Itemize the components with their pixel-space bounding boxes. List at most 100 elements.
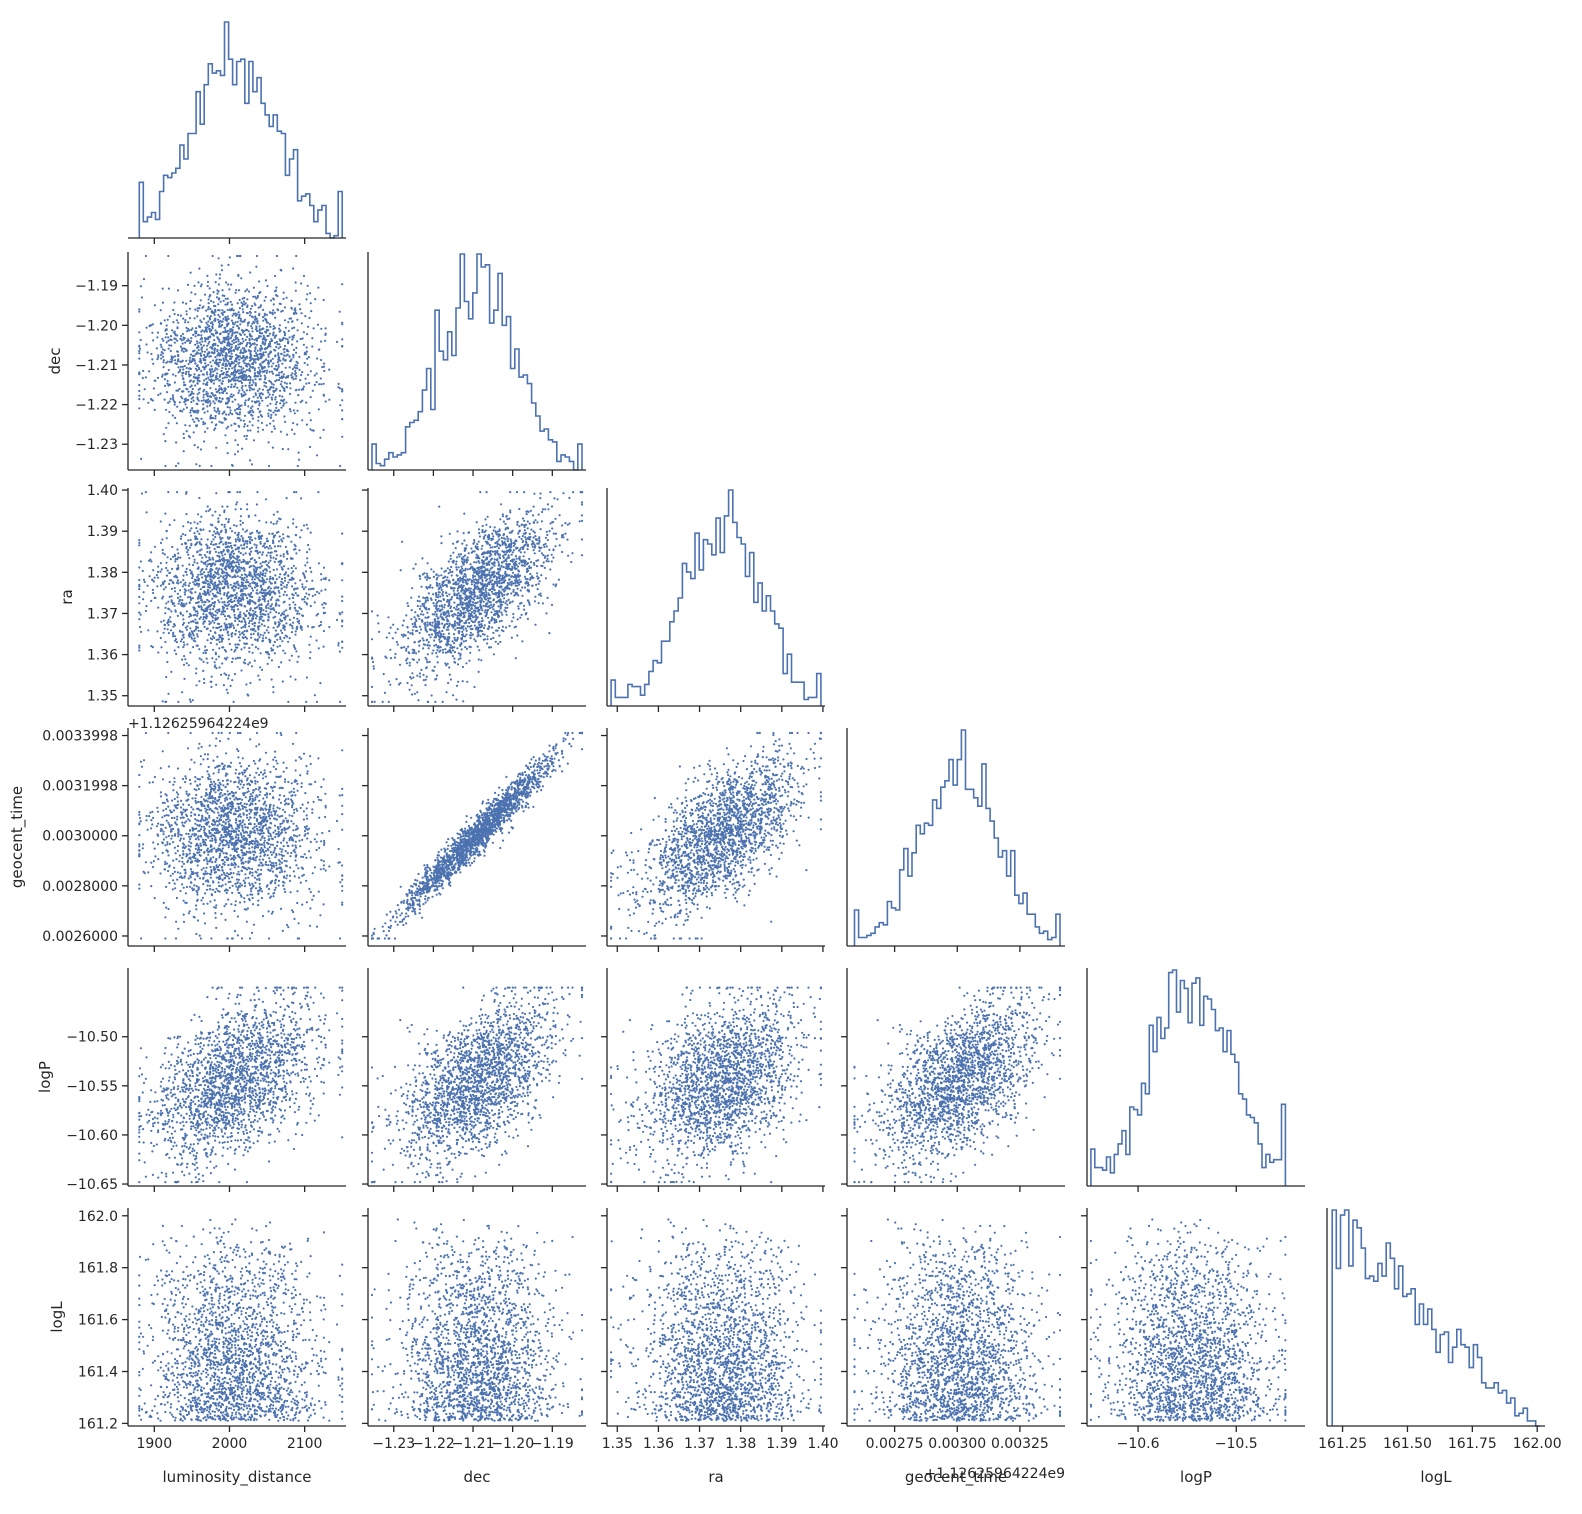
point [223, 672, 225, 674]
point [308, 644, 310, 646]
point [243, 360, 245, 362]
point [181, 691, 183, 693]
point [192, 396, 194, 398]
point [233, 524, 235, 526]
point [258, 388, 260, 390]
point [406, 626, 408, 628]
point [180, 581, 182, 583]
point [300, 338, 302, 340]
point [279, 324, 281, 326]
point [235, 372, 237, 374]
point [249, 353, 251, 355]
point [209, 287, 211, 289]
point [304, 601, 306, 603]
point [167, 601, 169, 603]
point [453, 642, 455, 644]
point [269, 323, 271, 325]
point [478, 528, 480, 530]
point [517, 588, 519, 590]
point [167, 624, 169, 626]
point [211, 638, 213, 640]
point [237, 583, 239, 585]
point [193, 285, 195, 287]
point [225, 543, 227, 545]
point [184, 424, 186, 426]
point [259, 372, 261, 374]
point [256, 606, 258, 608]
point [138, 566, 140, 568]
point [262, 609, 264, 611]
point [160, 520, 162, 522]
point [289, 659, 291, 661]
point [205, 310, 207, 312]
point [182, 360, 184, 362]
point [237, 444, 239, 446]
point [417, 605, 419, 607]
point [286, 550, 288, 552]
point [260, 573, 262, 575]
point [208, 557, 210, 559]
point [255, 547, 257, 549]
point [190, 337, 192, 339]
point [341, 625, 343, 627]
y-tick-label: 1.38 [87, 565, 118, 581]
point [188, 368, 190, 370]
point [206, 565, 208, 567]
point [237, 321, 239, 323]
point [294, 634, 296, 636]
point [449, 674, 451, 676]
point [198, 583, 200, 585]
point [438, 600, 440, 602]
point [533, 549, 535, 551]
point [244, 393, 246, 395]
point [191, 392, 193, 394]
point [244, 605, 246, 607]
point [260, 364, 262, 366]
point [235, 357, 237, 359]
point [184, 337, 186, 339]
point [197, 446, 199, 448]
point [261, 669, 263, 671]
point [162, 596, 164, 598]
point [216, 609, 218, 611]
point [278, 576, 280, 578]
point [228, 350, 230, 352]
point [222, 392, 224, 394]
point [252, 581, 254, 583]
point [295, 534, 297, 536]
point [454, 629, 456, 631]
point [254, 622, 256, 624]
point [251, 327, 253, 329]
point [252, 358, 254, 360]
point [227, 550, 229, 552]
point [225, 338, 227, 340]
point [534, 624, 536, 626]
point [284, 577, 286, 579]
point [171, 588, 173, 590]
point [272, 557, 274, 559]
point [170, 621, 172, 623]
point [169, 616, 171, 618]
point [225, 298, 227, 300]
point [290, 374, 292, 376]
point [208, 302, 210, 304]
point [252, 379, 254, 381]
point [253, 396, 255, 398]
point [419, 672, 421, 674]
point [267, 552, 269, 554]
point [232, 401, 234, 403]
point [234, 532, 236, 534]
point [542, 602, 544, 604]
point [270, 387, 272, 389]
point [140, 560, 142, 562]
point [531, 585, 533, 587]
point [251, 323, 253, 325]
point [172, 581, 174, 583]
point [239, 299, 241, 301]
point [206, 551, 208, 553]
point [252, 321, 254, 323]
point [138, 588, 140, 590]
point [206, 353, 208, 355]
point [320, 573, 322, 575]
point [188, 616, 190, 618]
